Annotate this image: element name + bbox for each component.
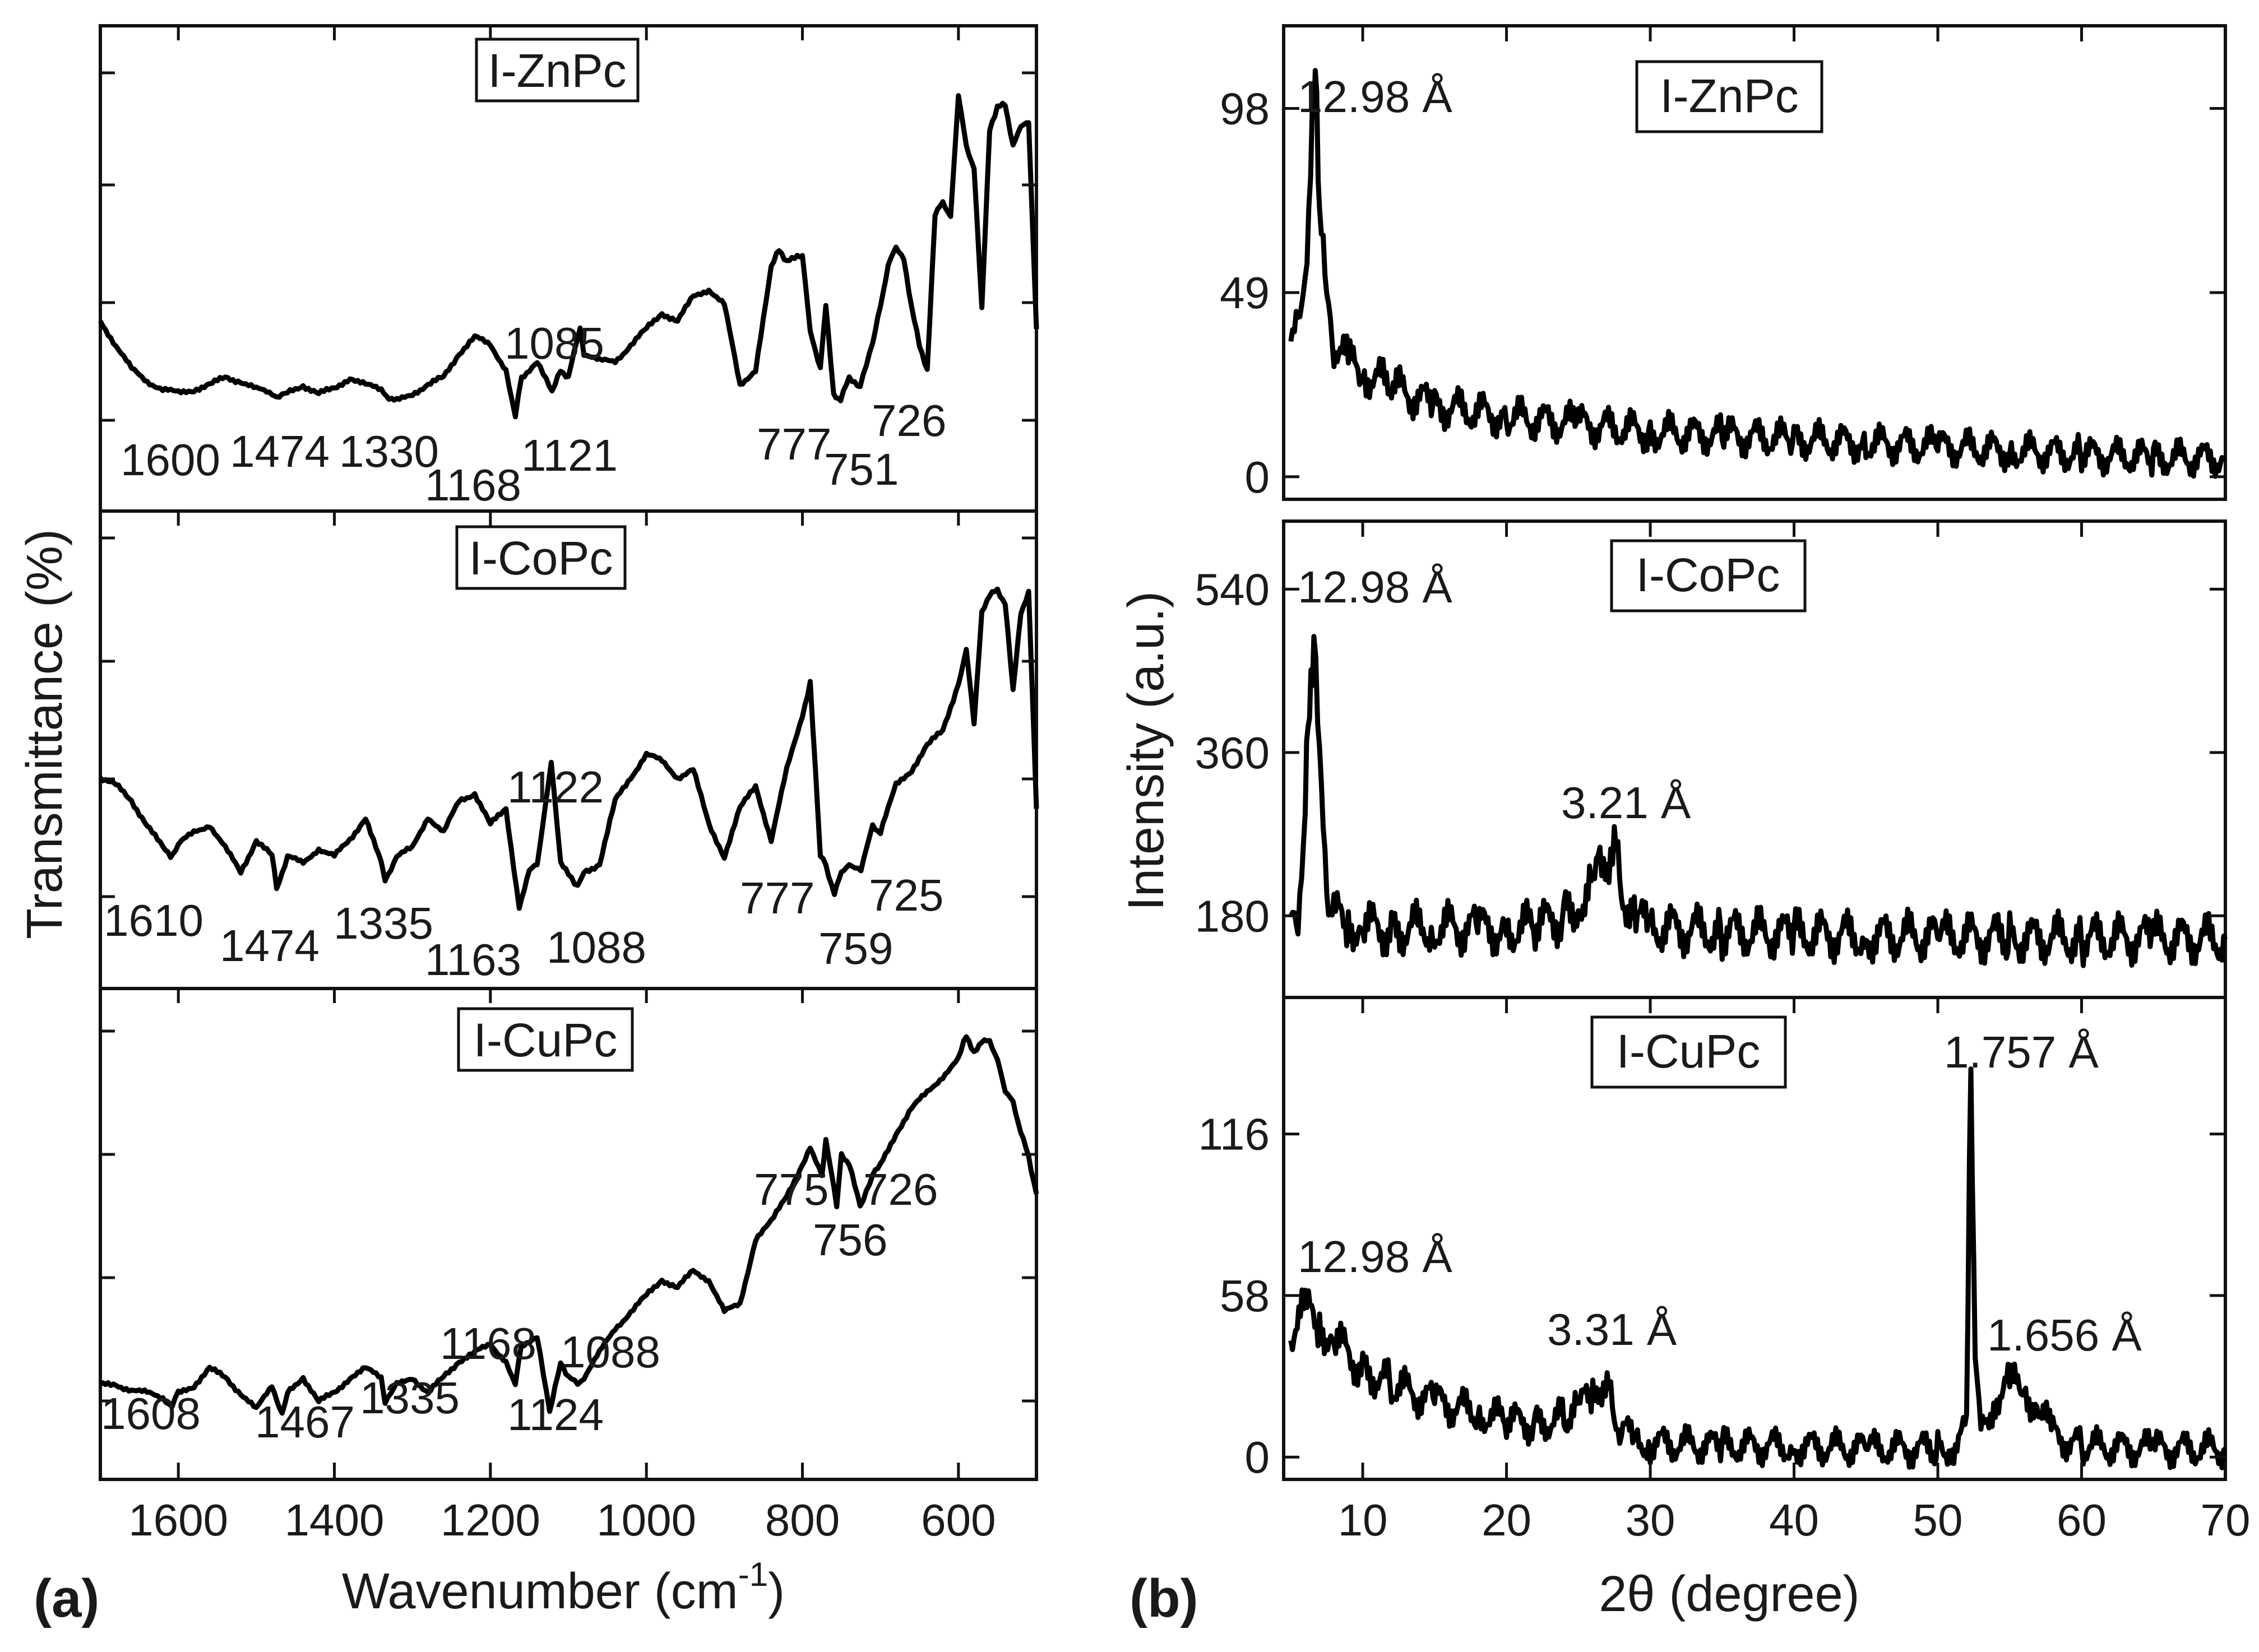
series-line-i-znpc-xrd [1288, 68, 2226, 479]
label-i-cupc-ftir: I-CuPc [474, 1014, 618, 1066]
peak-label: 1168 [440, 1319, 536, 1368]
peak-label: 1467 [255, 1397, 355, 1447]
y-tick-label: 0 [1245, 1432, 1270, 1482]
peak-label: 726 [863, 1164, 938, 1214]
peak-label: 3.31 Å [1547, 1305, 1677, 1354]
subplot-frame-i-znpc-xrd [1282, 24, 2227, 501]
peak-label: 3.21 Å [1561, 778, 1691, 828]
peak-label: 1474 [220, 921, 320, 971]
y-tick-label: 58 [1220, 1271, 1270, 1321]
label-i-znpc-xrd: I-ZnPc [1660, 69, 1798, 122]
panel-b-x-ticks: 10 20 30 40 50 60 70 [1338, 26, 2251, 1545]
peak-label: 1168 [425, 460, 521, 510]
y-tick-label: 0 [1245, 452, 1270, 502]
peak-label: 1121 [521, 430, 618, 480]
peak-label: 12.98 Å [1298, 562, 1452, 612]
peak-label: 775 [754, 1164, 828, 1214]
y-tick-label: 540 [1195, 564, 1270, 614]
peak-label: 1088 [561, 1327, 660, 1377]
peak-label: 1335 [334, 898, 433, 948]
panel-a-ftir: 1600 1400 1200 1000 800 600 I-ZnPc I-CoPc I-C… [17, 24, 1039, 1628]
series-line-i-cupc-ftir [99, 1034, 1039, 1416]
x-tick-label: 50 [1913, 1495, 1963, 1545]
series-line-i-copc-ftir [98, 586, 1039, 911]
x-tick-label: 40 [1769, 1495, 1819, 1545]
x-axis-title-a-sup: -1 [738, 1556, 768, 1593]
panel-letter-a: (a) [34, 1569, 99, 1628]
y-axis-title-a: Transmittance (%) [17, 529, 73, 939]
y-tick-label: 116 [1198, 1110, 1270, 1159]
subplot-frame-i-cupc-xrd [1282, 996, 2227, 1481]
label-i-znpc-ftir: I-ZnPc [488, 44, 626, 97]
peak-label: 1600 [121, 435, 220, 485]
x-axis-title-a-end: ) [768, 1563, 785, 1619]
peak-label: 777 [757, 419, 831, 469]
subplot-frame-i-cupc-ftir [99, 987, 1038, 1481]
panel-a-x-ticks: 1600 1400 1200 1000 800 600 [128, 26, 996, 1545]
peak-label: 777 [740, 873, 814, 923]
peak-label: 1124 [507, 1390, 604, 1440]
peak-label: 12.98 Å [1298, 72, 1452, 122]
x-tick-label: 60 [2057, 1495, 2107, 1545]
x-axis-title-b: 2θ (degree) [1599, 1566, 1859, 1622]
x-tick-label: 30 [1626, 1495, 1675, 1545]
x-tick-label: 600 [921, 1495, 996, 1545]
peak-label: 1.757 Å [1944, 1027, 2099, 1077]
panel-b-xrd: 0 49 98 180 360 540 0 58 116 10 20 30 40 50 60 70 I-Zn… [1118, 24, 2251, 1628]
label-i-copc-ftir: I-CoPc [469, 532, 613, 584]
label-box-i-copc-ftir [455, 525, 627, 590]
peak-label: 1330 [339, 426, 439, 476]
peak-label: 1088 [547, 922, 646, 972]
panel-letter-b: (b) [1130, 1569, 1198, 1628]
x-tick-label: 10 [1338, 1495, 1388, 1545]
x-tick-label: 20 [1482, 1495, 1531, 1545]
peak-label: 1.656 Å [1987, 1310, 2142, 1360]
label-box-i-cupc-xrd [1590, 1015, 1787, 1089]
panel-a-y-ticks [100, 71, 1036, 1403]
x-tick-label: 1000 [596, 1495, 696, 1545]
series-line-i-znpc-ftir [98, 93, 1039, 420]
series-line-i-cupc-xrd [1288, 1066, 2227, 1470]
label-box-i-cupc-ftir [457, 1007, 634, 1072]
peak-label: 725 [869, 870, 943, 920]
peak-label: 1085 [504, 318, 604, 368]
label-box-i-copc-xrd [1610, 539, 1807, 612]
peak-label: 1122 [507, 762, 604, 812]
label-i-copc-xrd: I-CoPc [1636, 549, 1780, 601]
series-line-i-copc-xrd [1288, 634, 2228, 968]
peak-label: 12.98 Å [1298, 1232, 1452, 1282]
peak-label: 1163 [425, 935, 521, 985]
panel-b-y-ticks: 0 49 98 180 360 540 0 58 116 [1195, 84, 2225, 1482]
label-i-cupc-xrd: I-CuPc [1617, 1025, 1761, 1078]
y-axis-title-b: Intensity (a.u.) [1118, 591, 1174, 911]
y-tick-label: 98 [1220, 84, 1270, 134]
peak-label: 1474 [230, 426, 330, 476]
x-tick-label: 1400 [285, 1495, 385, 1545]
peak-label: 726 [872, 396, 946, 446]
y-tick-label: 360 [1195, 728, 1270, 778]
label-box-i-znpc-ftir [475, 38, 640, 103]
label-box-i-znpc-xrd [1635, 60, 1823, 133]
peak-label: 751 [824, 444, 899, 494]
x-axis-title-a: Wavenumber (cm-1) [342, 1556, 785, 1619]
x-tick-label: 1600 [128, 1495, 228, 1545]
peak-label: 759 [818, 924, 893, 973]
x-tick-label: 1200 [441, 1495, 540, 1545]
y-tick-label: 49 [1220, 268, 1270, 318]
x-tick-label: 70 [2201, 1495, 2251, 1545]
peak-label: 1610 [104, 895, 203, 945]
y-tick-label: 180 [1195, 891, 1270, 941]
peak-label: 1335 [360, 1373, 460, 1423]
peak-label: 756 [813, 1215, 887, 1265]
peak-label: 1608 [101, 1389, 201, 1438]
x-axis-title-a-main: Wavenumber (cm [342, 1563, 738, 1619]
x-tick-label: 800 [765, 1495, 840, 1545]
